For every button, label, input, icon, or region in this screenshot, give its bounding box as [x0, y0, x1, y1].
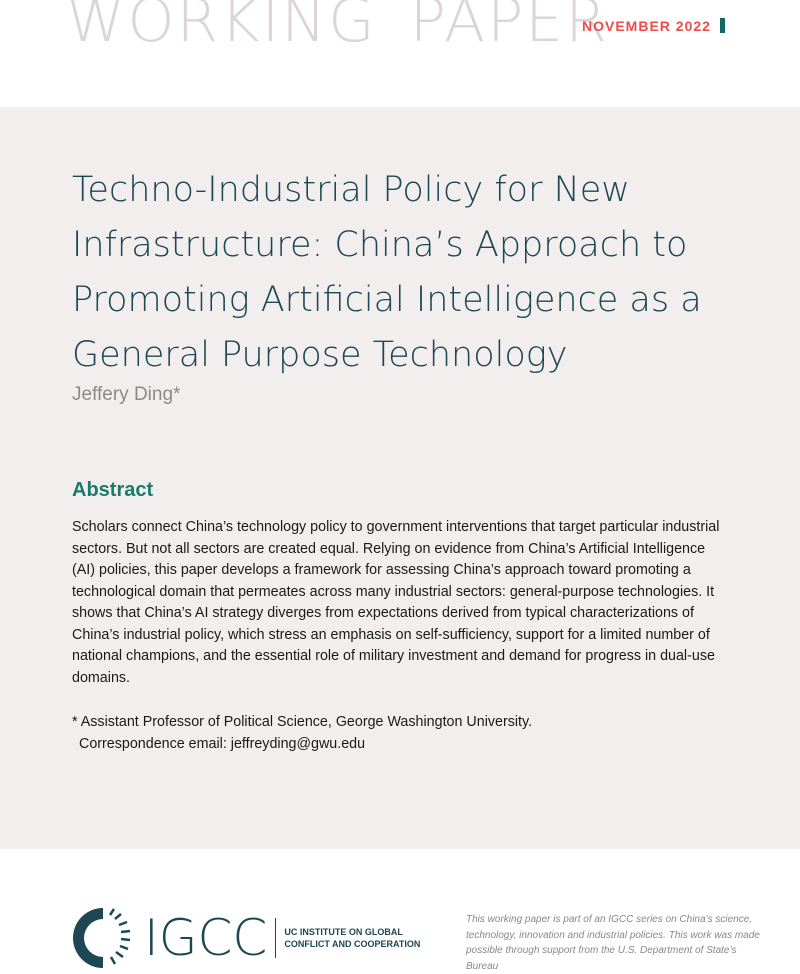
institute-line-2: CONFLICT AND COOPERATION [284, 939, 421, 949]
working-paper-label: WORKING PAPER [66, 0, 609, 56]
author-footnote: * Assistant Professor of Political Scien… [72, 712, 532, 755]
logo-divider [275, 918, 277, 958]
institute-name: UC INSTITUTE ON GLOBAL CONFLICT AND COOP… [284, 926, 420, 950]
title-band [0, 107, 800, 849]
accent-bar [720, 18, 725, 33]
igcc-sunburst-icon [73, 908, 131, 968]
igcc-wordmark: IGCC [144, 909, 268, 967]
abstract-heading: Abstract [72, 479, 154, 501]
footnote-affiliation: * Assistant Professor of Political Scien… [72, 714, 533, 730]
abstract-text: Scholars connect China’s technology poli… [72, 519, 720, 686]
publication-date: NOVEMBER 2022 [582, 18, 711, 34]
institute-line-1: UC INSTITUTE ON GLOBAL [284, 927, 403, 937]
author: Jeffery Ding* [72, 384, 181, 405]
paper-title: Techno-Industrial Policy for New Infrast… [72, 170, 702, 375]
igcc-logo: IGCC UC INSTITUTE ON GLOBAL CONFLICT AND… [70, 905, 420, 971]
footnote-email[interactable]: Correspondence email: jeffreyding@gwu.ed… [79, 735, 366, 752]
series-note: This working paper is part of an IGCC se… [466, 914, 760, 972]
